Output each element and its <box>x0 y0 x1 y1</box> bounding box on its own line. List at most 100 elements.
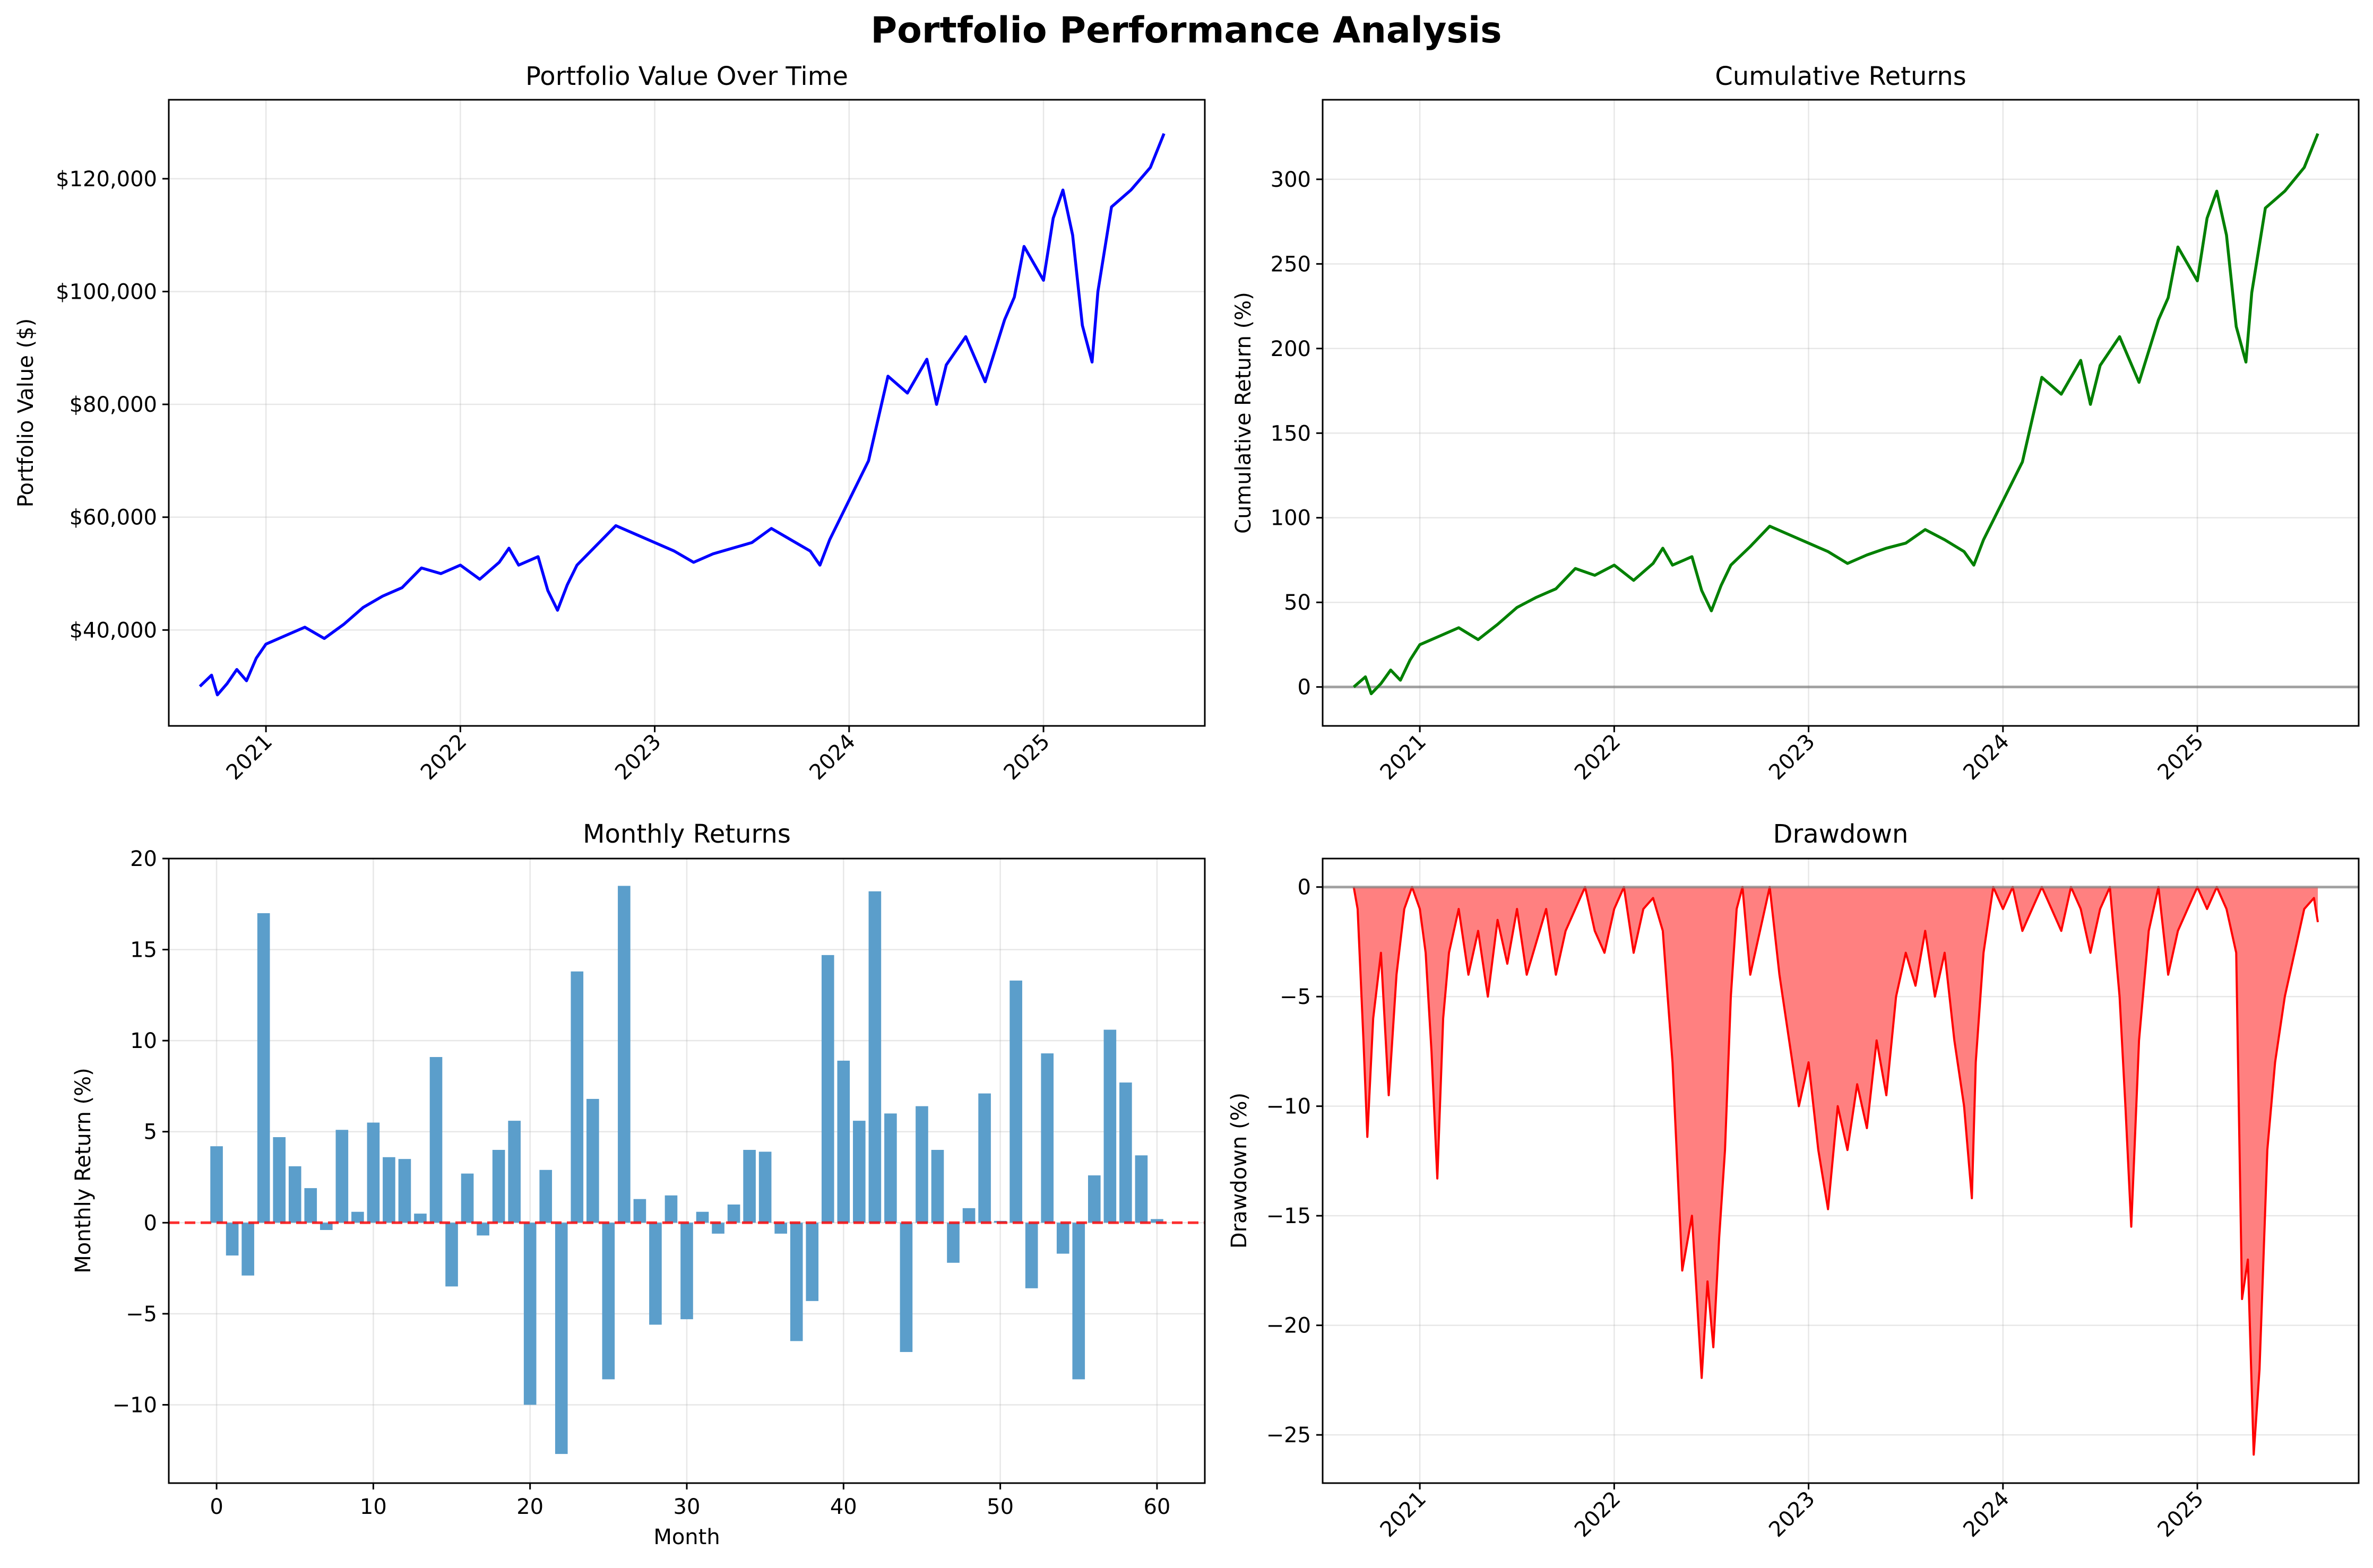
panel-monthly-xlabel: Month <box>653 1525 720 1549</box>
monthly-ytick-label-5: 15 <box>130 938 157 963</box>
panel-drawdown-title: Drawdown <box>1773 819 1909 849</box>
monthly-bar-33 <box>727 1204 740 1223</box>
cumret-xtick-label-3: 2024 <box>1958 730 2014 785</box>
panel-monthly: Monthly Returns Monthly Return (%) Month… <box>71 819 1206 1549</box>
panel-cumret-title: Cumulative Returns <box>1715 62 1966 91</box>
monthly-bar-22 <box>555 1223 568 1454</box>
panel-cumret: Cumulative Returns Cumulative Return (%)… <box>1231 62 2360 785</box>
monthly-bar-51 <box>1009 980 1022 1223</box>
drawdown-ytick-label-5: 0 <box>1298 876 1311 900</box>
monthly-bar-27 <box>633 1199 646 1223</box>
monthly-bar-20 <box>523 1223 537 1405</box>
drawdown-ytick-label-0: −25 <box>1266 1423 1311 1448</box>
cumret-ytick-label-3: 150 <box>1271 421 1311 446</box>
value-xtick-label-2: 2023 <box>610 730 666 785</box>
monthly-bar-54 <box>1056 1223 1069 1254</box>
drawdown-ytick-label-1: −20 <box>1266 1314 1311 1338</box>
value-ytick-label-1: $60,000 <box>70 506 157 530</box>
panel-drawdown: Drawdown Drawdown (%) 2021 2022 2023 2024 20… <box>1227 819 2360 1543</box>
monthly-bar-45 <box>916 1106 928 1223</box>
monthly-bar-56 <box>1088 1175 1101 1223</box>
monthly-bar-38 <box>806 1223 819 1301</box>
cumret-ytick-label-6: 300 <box>1271 168 1311 192</box>
monthly-xtick-label-2: 20 <box>516 1495 543 1519</box>
monthly-bar-4 <box>273 1137 286 1223</box>
monthly-ytick-label-2: 0 <box>144 1211 157 1235</box>
drawdown-xtick-label-1: 2022 <box>1570 1487 1626 1543</box>
monthly-bar-0 <box>210 1146 223 1223</box>
monthly-bar-53 <box>1041 1053 1054 1223</box>
monthly-bar-8 <box>335 1130 349 1223</box>
monthly-xtick-label-6: 60 <box>1143 1495 1170 1519</box>
monthly-bar-55 <box>1072 1223 1085 1380</box>
cumret-xtick-label-0: 2021 <box>1376 730 1431 785</box>
monthly-bar-18 <box>492 1150 505 1223</box>
cumret-xtick-label-2: 2023 <box>1764 730 1820 785</box>
monthly-bar-14 <box>429 1057 443 1223</box>
drawdown-xtick-label-4: 2025 <box>2153 1487 2209 1543</box>
value-ytick-label-3: $100,000 <box>56 280 157 304</box>
monthly-bar-36 <box>774 1223 787 1234</box>
monthly-bar-28 <box>649 1223 662 1325</box>
panel-value: Portfolio Value Over Time Portfolio Valu… <box>14 62 1206 785</box>
monthly-bar-44 <box>900 1223 913 1352</box>
monthly-ytick-label-1: −5 <box>126 1302 157 1327</box>
drawdown-xtick-label-3: 2024 <box>1958 1487 2014 1543</box>
panel-value-title: Portfolio Value Over Time <box>525 62 848 91</box>
drawdown-axes-frame <box>1322 857 2360 1484</box>
monthly-bar-46 <box>931 1150 944 1223</box>
monthly-bar-16 <box>461 1173 474 1223</box>
cumret-ytick-label-2: 100 <box>1271 506 1311 531</box>
monthly-bar-41 <box>853 1121 866 1223</box>
monthly-bar-15 <box>445 1223 458 1287</box>
value-xtick-label-3: 2024 <box>805 730 860 785</box>
monthly-bar-13 <box>414 1214 427 1223</box>
monthly-bar-11 <box>383 1157 395 1223</box>
monthly-ytick-label-4: 10 <box>130 1029 157 1053</box>
monthly-bar-10 <box>367 1122 380 1223</box>
value-ytick-label-0: $40,000 <box>70 618 157 643</box>
monthly-bar-3 <box>257 913 270 1223</box>
monthly-bar-1 <box>226 1223 239 1256</box>
monthly-bar-32 <box>712 1223 724 1234</box>
monthly-bar-29 <box>665 1195 678 1223</box>
drawdown-ytick-label-4: −5 <box>1280 985 1311 1009</box>
drawdown-ytick-label-2: −15 <box>1266 1204 1311 1228</box>
panel-value-ylabel: Portfolio Value ($) <box>14 318 38 507</box>
value-xtick-label-0: 2021 <box>222 730 278 785</box>
monthly-bar-21 <box>539 1169 553 1223</box>
monthly-bar-25 <box>602 1223 615 1380</box>
monthly-xtick-label-3: 30 <box>674 1495 701 1519</box>
monthly-bar-42 <box>868 891 882 1223</box>
cumret-axes-frame <box>1322 99 2360 727</box>
monthly-bar-23 <box>571 971 584 1223</box>
cumret-xtick-label-1: 2022 <box>1570 730 1626 785</box>
monthly-xtick-label-5: 50 <box>987 1495 1014 1519</box>
monthly-bar-2 <box>241 1223 254 1276</box>
cumret-series-line <box>1352 133 2319 696</box>
monthly-xtick-label-0: 0 <box>210 1495 223 1519</box>
monthly-ytick-label-3: 5 <box>144 1120 157 1145</box>
drawdown-area <box>1353 887 2318 1455</box>
monthly-bar-39 <box>821 955 834 1223</box>
cumret-xtick-label-4: 2025 <box>2153 730 2209 785</box>
drawdown-xtick-label-0: 2021 <box>1376 1487 1431 1543</box>
monthly-xtick-label-1: 10 <box>360 1495 387 1519</box>
monthly-bar-5 <box>288 1166 301 1223</box>
monthly-bar-24 <box>586 1098 599 1223</box>
monthly-bar-6 <box>304 1188 317 1223</box>
value-series-line <box>199 133 1166 697</box>
monthly-bar-9 <box>351 1211 364 1223</box>
monthly-ytick-label-0: −10 <box>113 1393 157 1417</box>
cumret-ytick-label-1: 50 <box>1284 591 1311 615</box>
value-ytick-label-2: $80,000 <box>70 393 157 417</box>
cumret-ytick-label-0: 0 <box>1298 675 1311 700</box>
cumret-ytick-label-4: 200 <box>1271 337 1311 361</box>
monthly-bar-34 <box>743 1150 756 1223</box>
value-axes-frame <box>168 99 1206 727</box>
monthly-xtick-label-4: 40 <box>830 1495 857 1519</box>
monthly-bar-26 <box>618 886 631 1223</box>
monthly-bar-40 <box>837 1060 850 1223</box>
monthly-bar-58 <box>1119 1082 1132 1223</box>
monthly-bar-57 <box>1103 1029 1117 1223</box>
